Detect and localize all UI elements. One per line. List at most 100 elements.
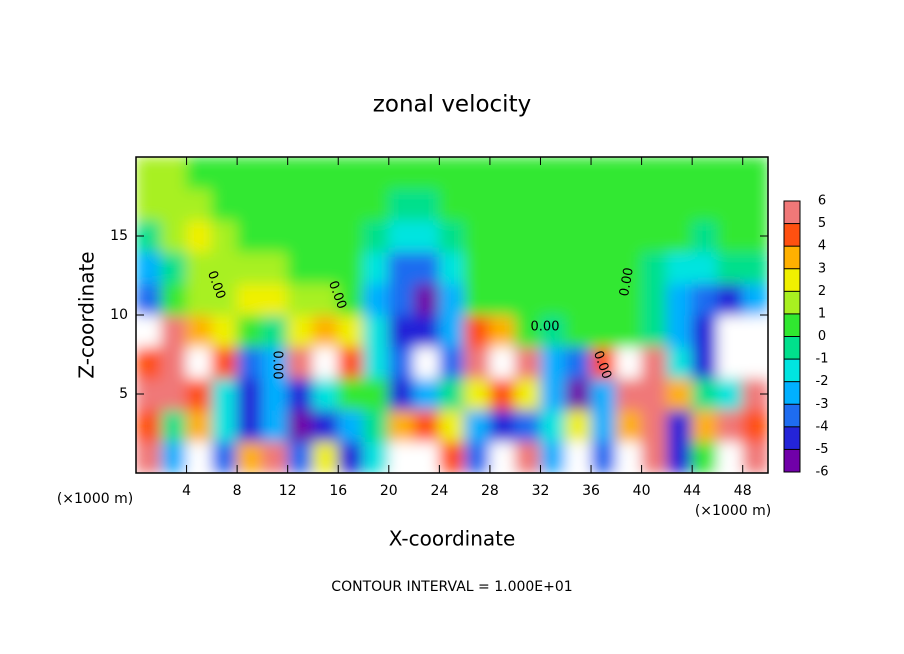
cell xyxy=(691,157,718,190)
cell xyxy=(716,409,744,442)
cell xyxy=(716,377,744,411)
cell xyxy=(539,188,567,221)
cell xyxy=(413,251,440,284)
cell xyxy=(413,377,440,411)
contour-label: 0.00 xyxy=(617,266,637,297)
cell xyxy=(590,377,617,411)
cell xyxy=(261,251,289,284)
x-tick-label: 40 xyxy=(633,483,651,499)
x-tick-label: 20 xyxy=(380,483,398,499)
cell xyxy=(413,409,440,442)
cell xyxy=(413,440,440,473)
cell xyxy=(514,219,541,253)
cell xyxy=(489,314,516,348)
cell xyxy=(413,314,440,348)
cell xyxy=(565,282,592,316)
cell xyxy=(666,282,693,316)
cell xyxy=(514,346,541,379)
colorbar-label: -2 xyxy=(816,374,829,389)
cell xyxy=(438,314,466,348)
cell xyxy=(539,377,567,411)
cell xyxy=(716,188,744,221)
cell xyxy=(337,188,365,221)
cell xyxy=(186,346,213,379)
cell xyxy=(438,409,466,442)
cell xyxy=(136,188,162,221)
cell xyxy=(539,346,567,379)
cell xyxy=(716,440,744,473)
cell xyxy=(438,157,466,190)
cell xyxy=(261,219,289,253)
x-tick-label: 32 xyxy=(532,483,550,499)
cell xyxy=(666,314,693,348)
cell xyxy=(337,314,365,348)
cell xyxy=(312,282,339,316)
colorbar-label: -3 xyxy=(816,397,829,412)
cell xyxy=(691,219,718,253)
cell xyxy=(211,282,238,316)
cell xyxy=(742,346,768,379)
cell xyxy=(337,377,365,411)
cell xyxy=(211,188,238,221)
cell xyxy=(464,440,491,473)
cell xyxy=(312,377,339,411)
cell xyxy=(363,282,390,316)
cell xyxy=(211,409,238,442)
cell xyxy=(236,157,263,190)
cell xyxy=(641,377,668,411)
cell xyxy=(590,346,617,379)
cell xyxy=(363,219,390,253)
cell xyxy=(464,346,491,379)
chart-title: zonal velocity xyxy=(373,92,531,118)
cell xyxy=(615,440,643,473)
cell xyxy=(337,440,365,473)
cell xyxy=(287,377,314,411)
cell xyxy=(312,157,339,190)
cell xyxy=(539,157,567,190)
cell xyxy=(590,440,617,473)
colorbar-label: 6 xyxy=(818,194,826,209)
cell xyxy=(261,188,289,221)
cell xyxy=(312,188,339,221)
cell xyxy=(337,346,365,379)
cell xyxy=(464,409,491,442)
cell xyxy=(160,314,188,348)
cell xyxy=(160,346,188,379)
cell xyxy=(691,409,718,442)
colorbar-label: -1 xyxy=(816,352,829,367)
cell xyxy=(413,282,440,316)
x-tick-label: 28 xyxy=(481,483,499,499)
cell xyxy=(539,314,567,348)
x-tick-label: 16 xyxy=(329,483,347,499)
contour-label: 0.00 xyxy=(531,320,560,335)
cell xyxy=(312,219,339,253)
colorbar-swatch xyxy=(784,449,800,472)
cell xyxy=(742,188,768,221)
field xyxy=(136,157,768,473)
cell xyxy=(337,409,365,442)
cell xyxy=(514,377,541,411)
cell xyxy=(691,346,718,379)
cell xyxy=(641,219,668,253)
cell xyxy=(136,346,162,379)
cell xyxy=(615,251,643,284)
cell xyxy=(666,440,693,473)
cell xyxy=(363,251,390,284)
cell xyxy=(136,409,162,442)
cell xyxy=(565,188,592,221)
cell xyxy=(615,219,643,253)
colorbar-label: 1 xyxy=(818,306,826,321)
cells xyxy=(136,157,768,473)
cell xyxy=(287,440,314,473)
cell xyxy=(388,314,415,348)
cell xyxy=(691,377,718,411)
cell xyxy=(413,219,440,253)
cell xyxy=(742,251,768,284)
cell xyxy=(590,251,617,284)
cell xyxy=(136,157,162,190)
cell xyxy=(742,440,768,473)
cell xyxy=(464,157,491,190)
cell xyxy=(691,282,718,316)
cell xyxy=(236,346,263,379)
